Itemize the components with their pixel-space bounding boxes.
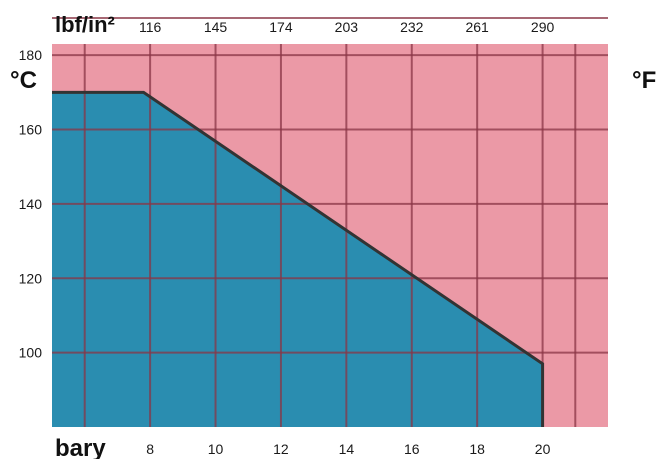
x-tick-label: 16 (404, 441, 420, 457)
top-tick-label: 116 (139, 19, 162, 35)
top-tick-label: 261 (465, 19, 489, 35)
top-tick-label: 174 (269, 19, 293, 35)
x-tick-label: 20 (535, 441, 551, 457)
top-tick-label: 290 (531, 19, 555, 35)
left-tick-label: 100 (19, 345, 43, 361)
x-tick-label: 10 (208, 441, 224, 457)
left-tick-label: 180 (19, 47, 43, 63)
top-tick-label: 203 (335, 19, 359, 35)
right-axis-unit-label: °F (632, 67, 656, 94)
top-tick-label: 145 (204, 19, 228, 35)
left-tick-label: 160 (19, 122, 43, 138)
safe-operating-region (52, 92, 543, 427)
region-boundary-line (52, 90, 545, 427)
x-tick-label: 18 (469, 441, 485, 457)
bottom-axis-unit-label: bary (55, 435, 106, 459)
top-axis-unit-label: lbf/in² (55, 12, 115, 37)
x-tick-label: 14 (339, 441, 355, 457)
x-tick-label: 12 (273, 441, 289, 457)
tick-labels: 8 10 12 14 16 18 20 116 145 174 203 232 261 290 100 120… (19, 19, 555, 457)
top-tick-label: 232 (400, 19, 424, 35)
left-tick-label: 120 (19, 270, 43, 286)
x-tick-label: 8 (146, 441, 154, 457)
left-tick-label: 140 (19, 196, 43, 212)
grid (52, 16, 608, 427)
left-axis-unit-label: °C (10, 67, 37, 94)
